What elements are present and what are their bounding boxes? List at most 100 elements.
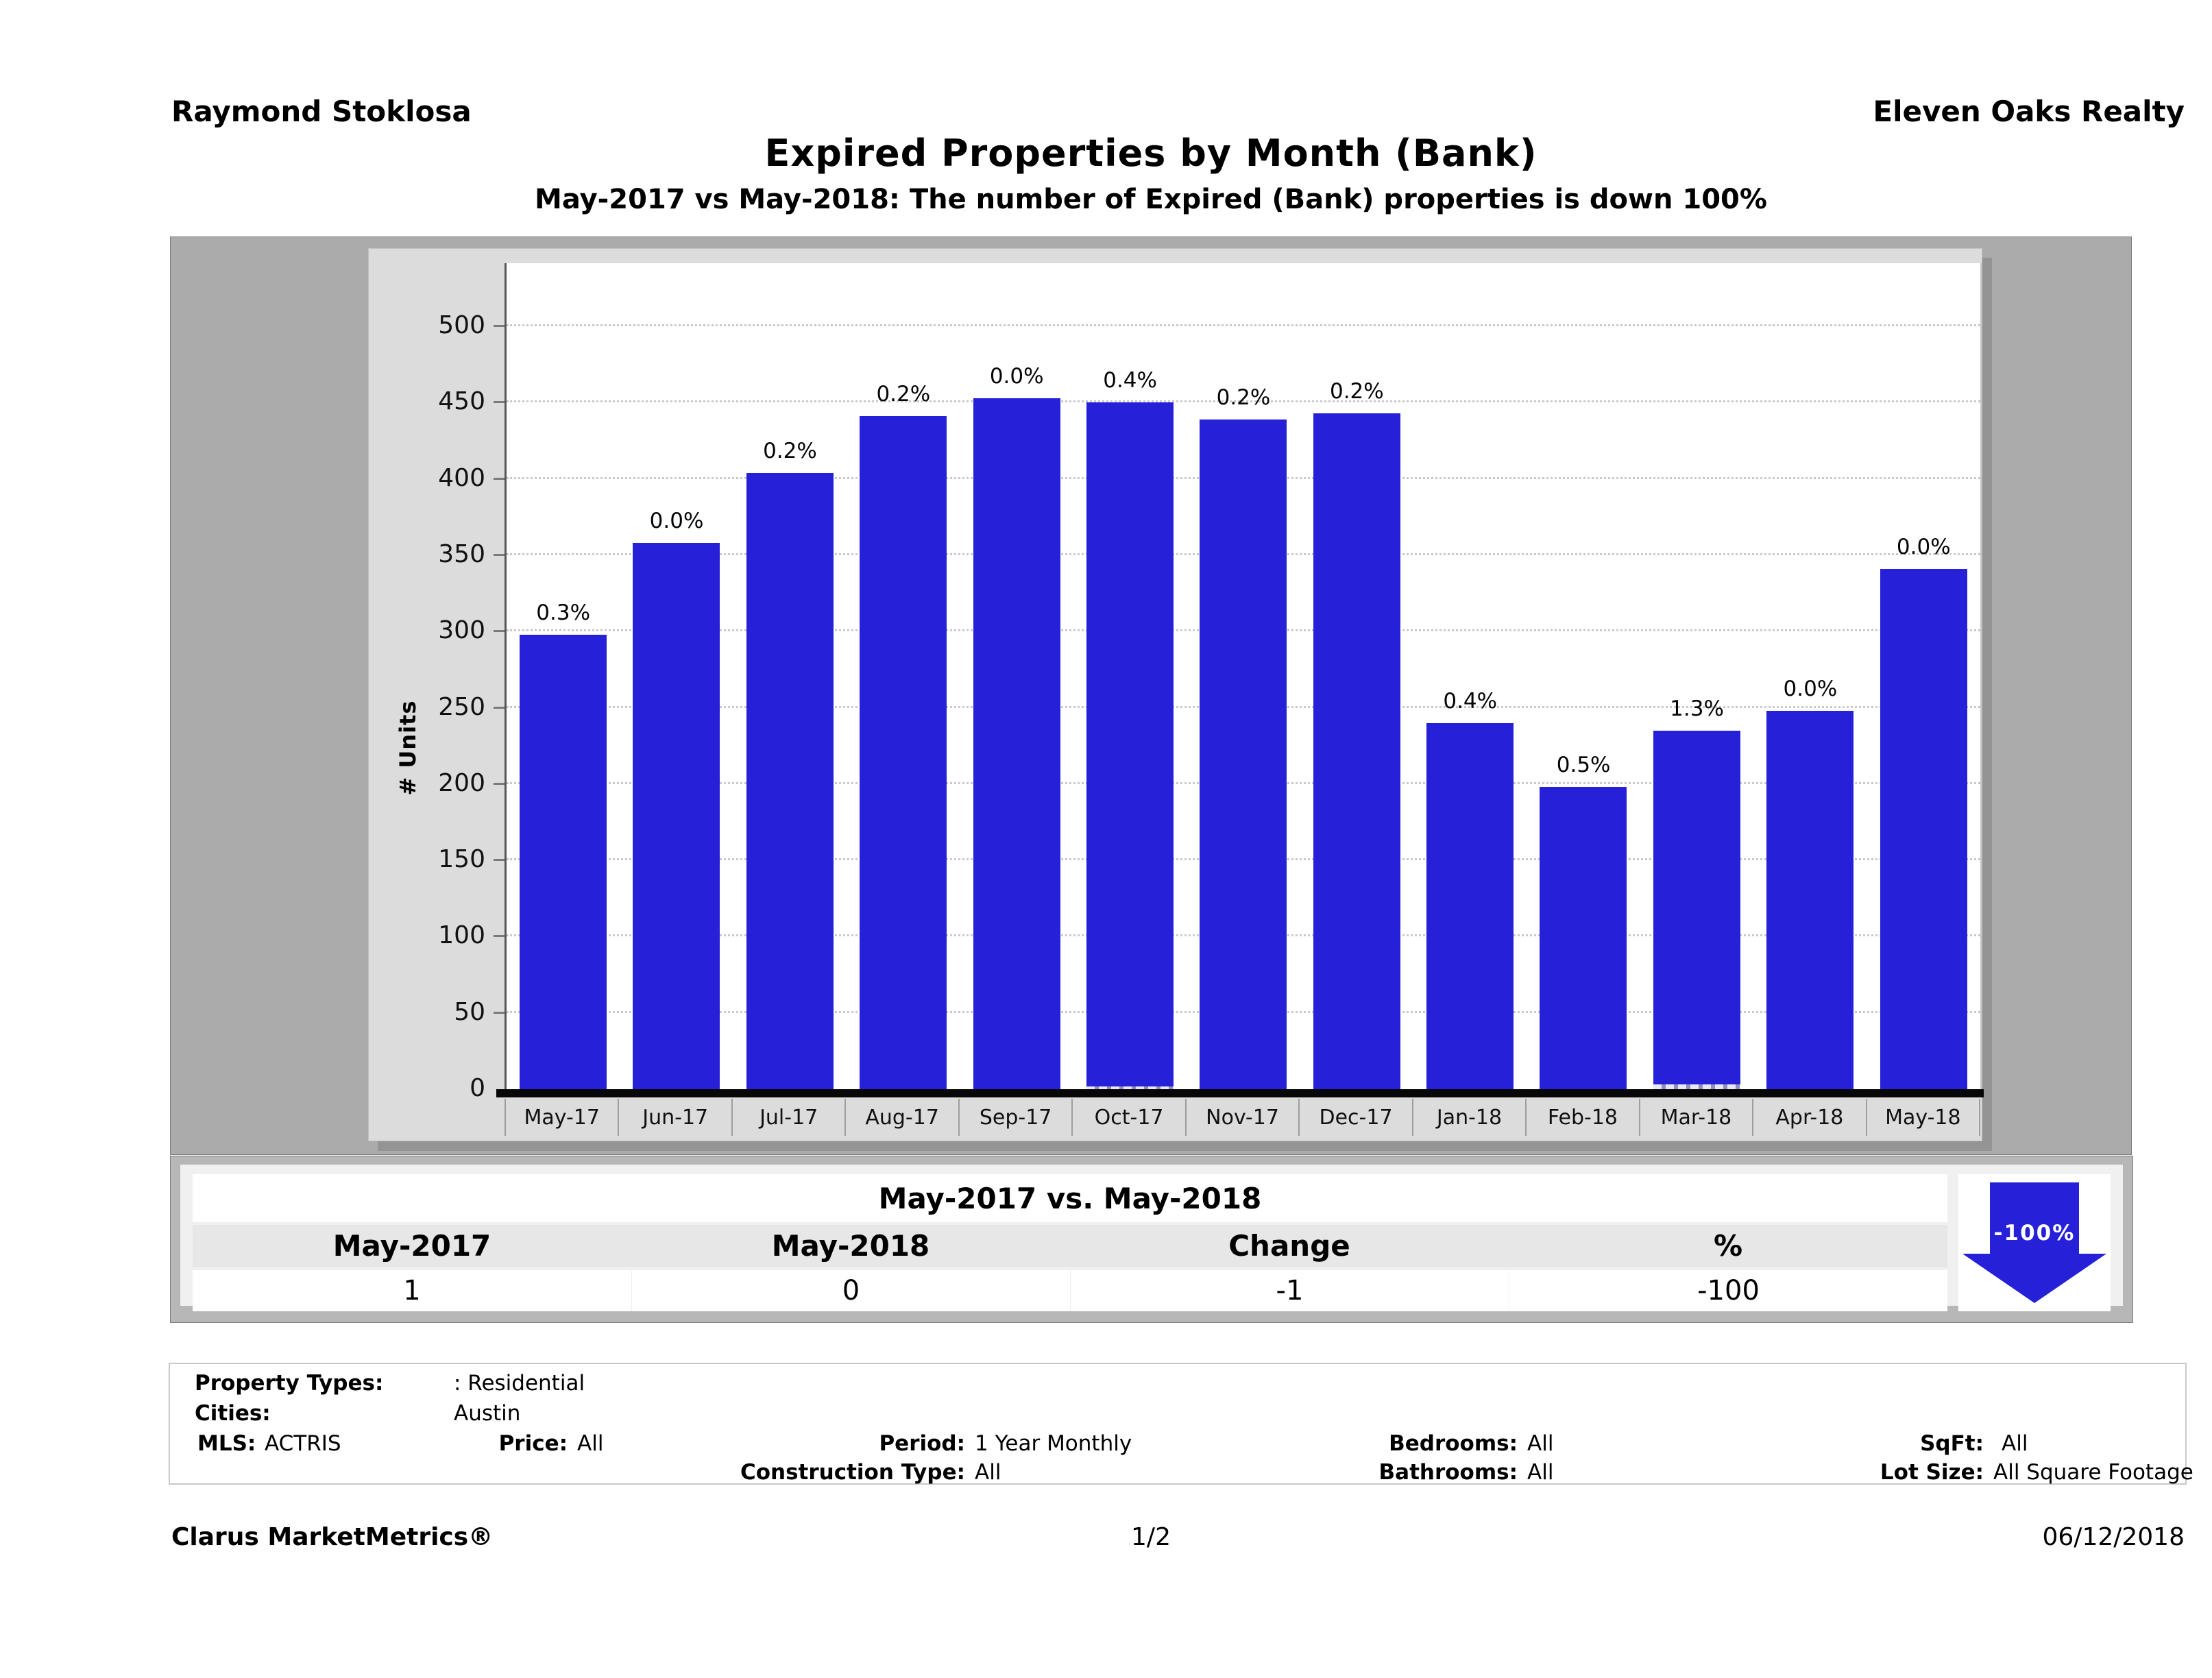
comparison-cell-value: -100 (1509, 1270, 1947, 1311)
y-tick-label: 400 (438, 463, 485, 492)
chart-frame: # Units 0.3% 0.0% 0.2% 0.2% 0.0% 0.4% 0.2% 0.2%… (368, 248, 1984, 1141)
footer-brand: Clarus MarketMetrics® (171, 1523, 494, 1551)
bar-percent-label: 1.3% (1670, 696, 1724, 721)
x-tick-label-Sep-17: Sep-17 (960, 1099, 1073, 1136)
bar-Nov-17 (1200, 419, 1287, 1089)
cities-value: Austin (454, 1401, 521, 1426)
bar-group-Sep-17: 0.0% (960, 263, 1073, 1089)
y-tick-label: 250 (438, 692, 485, 721)
x-tick-label-Feb-18: Feb-18 (1527, 1099, 1640, 1136)
bar-group-May-18: 0.0% (1867, 263, 1980, 1089)
price-label: Price: (498, 1431, 568, 1456)
x-tick-label-Dec-17: Dec-17 (1300, 1099, 1413, 1136)
y-tick-mark (494, 477, 505, 480)
y-tick-mark (494, 553, 505, 556)
y-tick-label: 200 (438, 768, 485, 797)
x-tick-label-Oct-17: Oct-17 (1073, 1099, 1187, 1136)
down-arrow-icon (1990, 1182, 2079, 1254)
bar-Jun-17 (633, 543, 720, 1089)
bar-group-Jun-17: 0.0% (620, 263, 733, 1089)
bank-bar-Oct-17 (1086, 1086, 1174, 1089)
lot-size-value: All Square Footage (1993, 1460, 2193, 1485)
bar-Mar-18 (1653, 730, 1740, 1089)
filters-box: Property Types: : Residential Cities: Au… (169, 1363, 2193, 1485)
bar-percent-label: 0.0% (989, 363, 1044, 389)
y-tick-mark (494, 401, 505, 404)
y-tick-label: 0 (470, 1074, 485, 1102)
trend-percent-label: -100% (1993, 1221, 2076, 1245)
y-tick-mark (494, 630, 505, 633)
bar-Dec-17 (1313, 413, 1400, 1089)
x-tick-label-Aug-17: Aug-17 (846, 1099, 960, 1136)
y-axis-title: # Units (395, 700, 421, 796)
bar-group-Aug-17: 0.2% (847, 263, 960, 1089)
footer-page-number: 1/2 (1131, 1523, 1171, 1551)
bedrooms-value: All (1527, 1431, 1554, 1456)
construction-type-label: Construction Type: (740, 1460, 965, 1485)
property-types-value: : Residential (454, 1371, 585, 1396)
bar-percent-label: 0.0% (1896, 534, 1951, 559)
x-tick-label-May-18: May-18 (1867, 1099, 1981, 1136)
construction-type-value: All (975, 1460, 1001, 1485)
x-tick-label-Jul-17: Jul-17 (733, 1099, 847, 1136)
bar-group-Apr-18: 0.0% (1753, 263, 1867, 1089)
bar-Jan-18 (1426, 722, 1514, 1089)
bar-percent-label: 0.2% (1216, 385, 1271, 410)
price-value: All (577, 1431, 604, 1456)
bar-group-Dec-17: 0.2% (1300, 263, 1413, 1089)
bar-percent-label: 0.5% (1556, 753, 1611, 778)
bar-group-Jan-18: 0.4% (1413, 263, 1527, 1089)
x-axis-line (496, 1089, 1984, 1097)
sqft-label: SqFt: (1920, 1431, 1984, 1456)
bar-percent-label: 0.2% (876, 382, 931, 407)
comparison-table: May-2017 vs. May-2018 May-2017 May-2018 Ch… (193, 1174, 1947, 1311)
bar-Oct-17 (1086, 402, 1174, 1089)
comparison-column-header: Change (1228, 1229, 1350, 1263)
y-tick-label: 350 (438, 539, 485, 568)
comparison-inner: May-2017 vs. May-2018 May-2017 May-2018 Ch… (180, 1165, 2123, 1311)
y-tick-label: 450 (438, 387, 485, 416)
x-axis-labels: May-17 Jun-17 Jul-17 Aug-17 Sep-17 Oct-17 Nov-… (505, 1099, 1981, 1136)
y-tick-label: 500 (438, 311, 485, 339)
mls-value: ACTRIS (265, 1431, 341, 1456)
bathrooms-label: Bathrooms: (1378, 1460, 1518, 1485)
bar-percent-label: 0.0% (1783, 676, 1838, 701)
bar-Sep-17 (973, 398, 1060, 1089)
bar-percent-label: 0.4% (1443, 688, 1498, 714)
x-tick-label-Jun-17: Jun-17 (619, 1099, 733, 1136)
comparison-header-row: May-2017 May-2018 Change% (193, 1225, 1947, 1267)
bar-group-Feb-18: 0.5% (1527, 263, 1640, 1089)
page-subtitle: May-2017 vs May-2018: The number of Expi… (535, 184, 1767, 215)
x-tick-label-Nov-17: Nov-17 (1187, 1099, 1300, 1136)
bank-bar-Mar-18 (1653, 1084, 1740, 1089)
y-tick-mark (494, 859, 505, 862)
comparison-column-header: May-2018 (771, 1229, 930, 1263)
y-tick-mark (494, 706, 505, 709)
y-tick-mark (494, 1011, 505, 1014)
gridline-450 (507, 400, 1980, 403)
x-tick-label-Jan-18: Jan-18 (1413, 1099, 1527, 1136)
lot-size-label: Lot Size: (1880, 1460, 1984, 1485)
comparison-cell-value: 1 (403, 1275, 421, 1306)
property-types-label: Property Types: (195, 1371, 384, 1396)
bar-percent-label: 0.3% (536, 600, 591, 625)
x-tick-label-May-17: May-17 (505, 1099, 620, 1136)
period-value: 1 Year Monthly (975, 1431, 1132, 1456)
bar-May-18 (1880, 568, 1967, 1089)
comparison-title: May-2017 vs. May-2018 (193, 1174, 1947, 1222)
bar-percent-label: 0.4% (1103, 368, 1157, 393)
mls-label: MLS: (197, 1431, 256, 1456)
page-title: Expired Properties by Month (Bank) (764, 132, 1538, 175)
bar-group-Nov-17: 0.2% (1187, 263, 1300, 1089)
bar-group-Oct-17: 0.4% (1073, 263, 1187, 1089)
y-tick-label: 100 (438, 921, 485, 950)
y-tick-mark (494, 782, 505, 785)
company-name: Eleven Oaks Realty (1873, 95, 2185, 128)
comparison-cell-value: -1 (1070, 1270, 1509, 1311)
x-tick-label-Apr-18: Apr-18 (1753, 1099, 1867, 1136)
comparison-cell-value: 0 (631, 1270, 1070, 1311)
y-tick-label: 50 (454, 997, 485, 1026)
y-tick-label: 150 (438, 845, 485, 874)
period-label: Period: (879, 1431, 965, 1456)
